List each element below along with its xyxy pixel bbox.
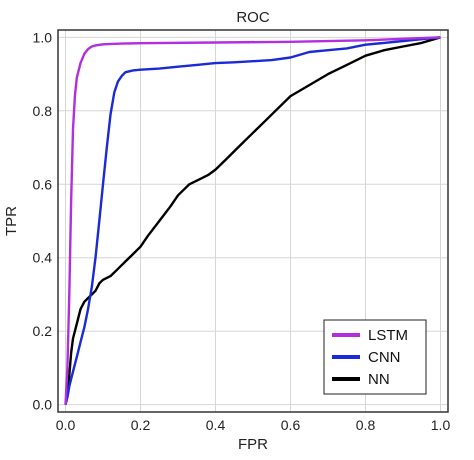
roc-curve-lstm <box>64 36 441 405</box>
roc-curve-cnn <box>64 36 441 405</box>
plot-frame <box>57 29 449 413</box>
chart-title: ROC <box>236 9 270 26</box>
y-tick-label: 0.2 <box>33 323 53 339</box>
x-tick-label: 1.0 <box>431 417 451 433</box>
legend-label: NN <box>368 371 390 388</box>
y-axis-label: TPR <box>3 206 20 236</box>
x-axis-label: FPR <box>238 436 268 453</box>
grid <box>58 30 448 412</box>
y-tick-label: 1.0 <box>33 29 53 45</box>
x-tick-label: 0.6 <box>281 417 301 433</box>
roc-curve-nn <box>64 36 441 405</box>
legend-label: CNN <box>368 349 401 366</box>
y-tick-label: 0.8 <box>33 103 53 119</box>
legend: LSTM CNN NN <box>323 319 427 395</box>
roc-curves <box>64 36 441 405</box>
y-tick-label: 0.6 <box>33 176 53 192</box>
x-tick-labels: 0.0 0.2 0.4 0.6 0.8 1.0 <box>56 417 451 433</box>
x-tick-label: 0.8 <box>356 417 376 433</box>
y-tick-labels: 0.0 0.2 0.4 0.6 0.8 1.0 <box>33 29 53 412</box>
y-tick-label: 0.4 <box>33 250 53 266</box>
x-tick-label: 0.4 <box>206 417 226 433</box>
x-tick-label: 0.2 <box>131 417 151 433</box>
x-tick-label: 0.0 <box>56 417 76 433</box>
legend-label: LSTM <box>368 327 408 344</box>
y-tick-label: 0.0 <box>33 397 53 413</box>
